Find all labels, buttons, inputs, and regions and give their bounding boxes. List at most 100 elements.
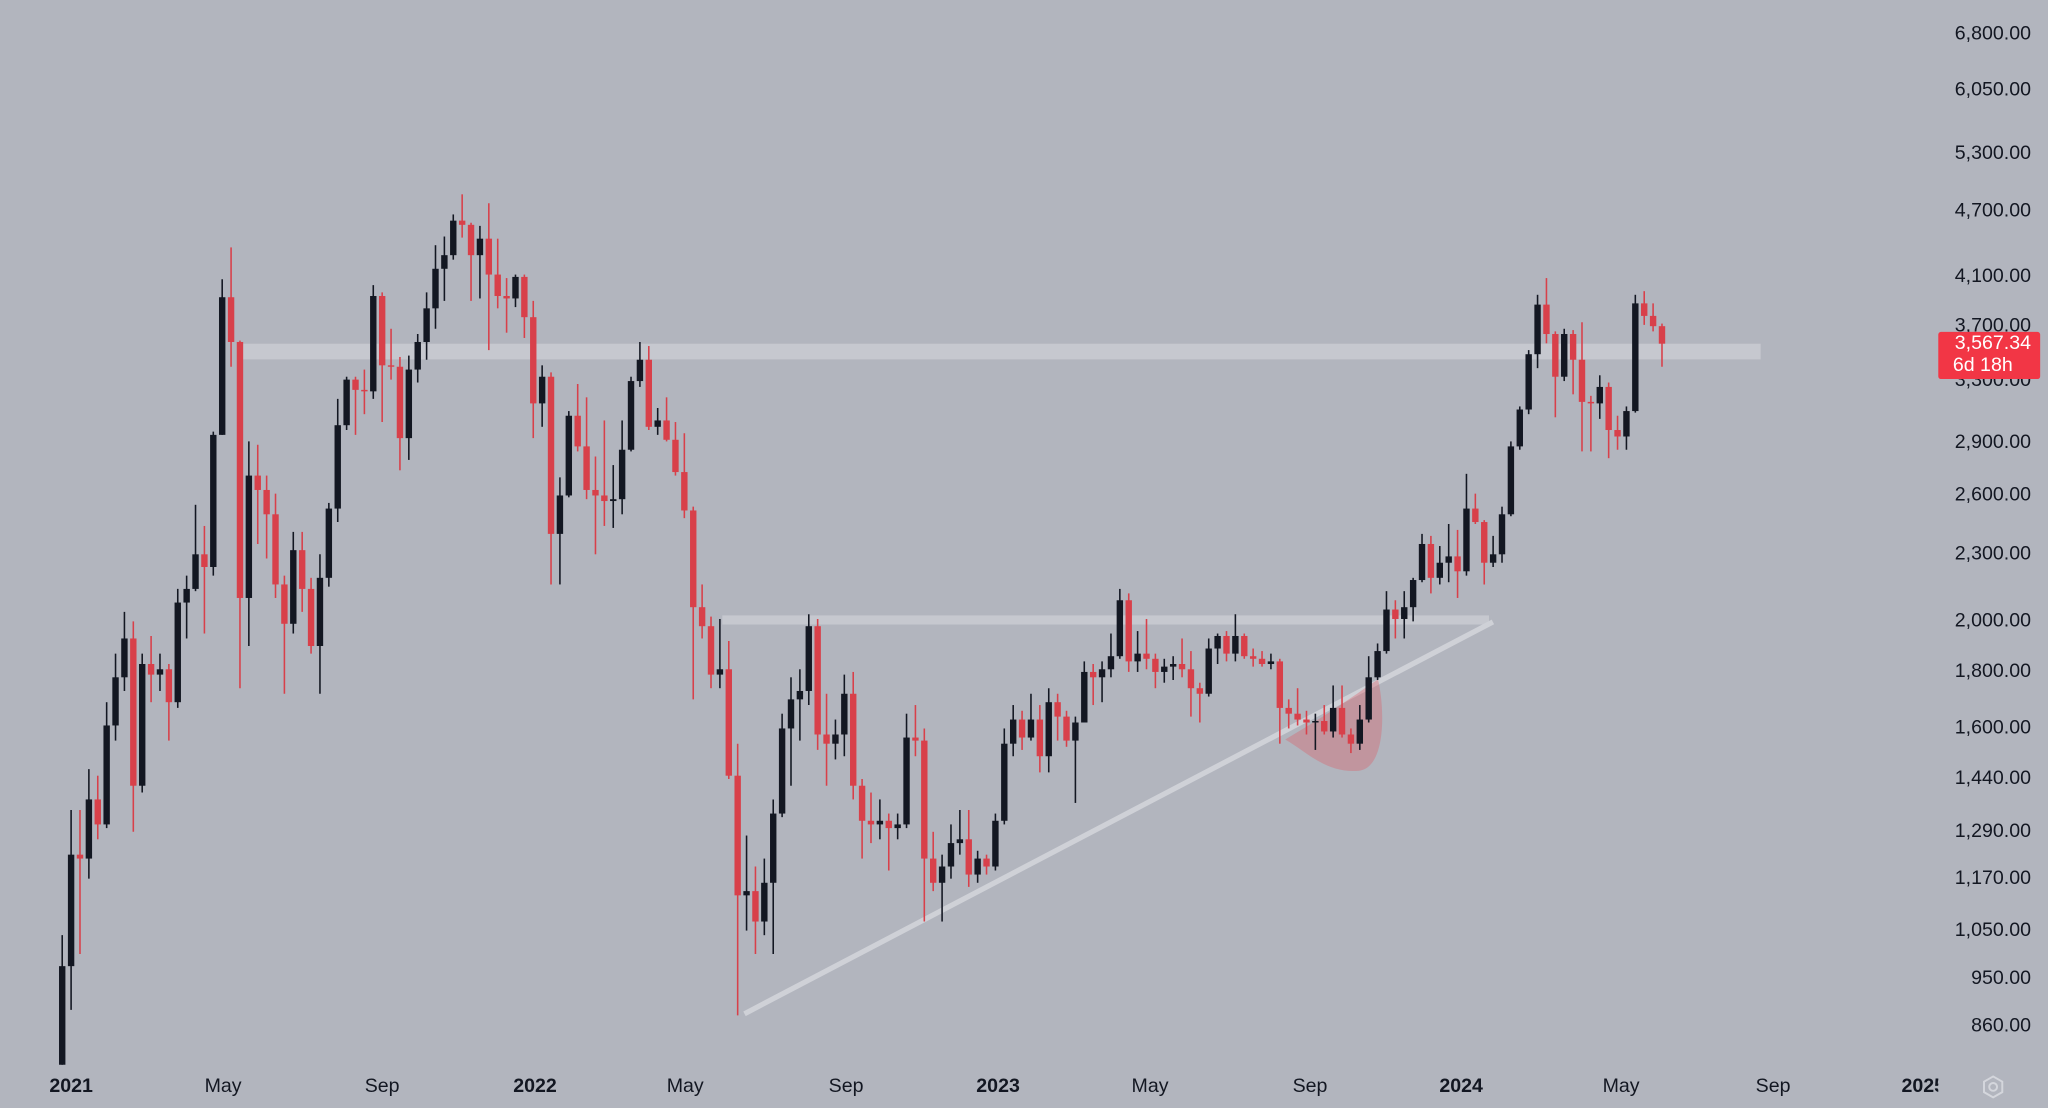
candle-body bbox=[947, 843, 955, 867]
resistance-zone bbox=[241, 343, 1761, 360]
candle-body bbox=[1214, 635, 1221, 649]
candle-body bbox=[1009, 719, 1017, 744]
candle-body bbox=[1125, 600, 1132, 662]
candle-body bbox=[1312, 721, 1319, 723]
candle-body bbox=[183, 588, 190, 603]
candle-body bbox=[627, 381, 635, 450]
candle-body bbox=[298, 550, 306, 589]
candle-body bbox=[814, 626, 821, 735]
candle-body bbox=[1489, 554, 1497, 563]
candle-body bbox=[387, 365, 395, 367]
candle-body bbox=[1036, 719, 1044, 757]
candle-body bbox=[1045, 702, 1052, 757]
candle-body bbox=[1285, 707, 1292, 714]
candle-body bbox=[663, 420, 670, 440]
candle-body bbox=[1072, 722, 1079, 741]
x-tick-label: Sep bbox=[1293, 1075, 1328, 1097]
candle-body bbox=[1623, 411, 1630, 437]
candle-body bbox=[1365, 677, 1372, 720]
candle-body bbox=[334, 425, 341, 509]
candle-body bbox=[396, 366, 404, 439]
candle-body bbox=[1258, 658, 1266, 665]
candle-body bbox=[1223, 635, 1230, 654]
candle-body bbox=[1481, 522, 1488, 563]
y-tick-label: 950.00 bbox=[1971, 967, 2031, 989]
candle-body bbox=[467, 224, 475, 256]
candle-body bbox=[521, 276, 528, 318]
candle-body bbox=[894, 824, 901, 829]
candle-body bbox=[707, 626, 715, 675]
candle-body bbox=[1089, 671, 1097, 678]
candle-body bbox=[912, 737, 919, 741]
candle-body bbox=[1054, 702, 1061, 717]
settings-hexagon bbox=[1983, 1075, 2004, 1099]
candle-body bbox=[858, 785, 866, 821]
candle-body bbox=[1498, 514, 1506, 555]
y-axis: 860.00 950.00 1,050.00 1,170.00 1,290.00 1,44… bbox=[1955, 22, 2031, 1036]
candle-body bbox=[1267, 661, 1275, 665]
y-tick-label: 1,600.00 bbox=[1955, 717, 2031, 739]
candle-body bbox=[743, 891, 750, 896]
x-tick-label: Sep bbox=[1756, 1075, 1791, 1097]
candle-body bbox=[556, 495, 564, 534]
candle-body bbox=[210, 434, 217, 567]
candle-body bbox=[1658, 326, 1666, 344]
candle-body bbox=[592, 489, 599, 496]
candle-body bbox=[1445, 556, 1452, 563]
candle-body bbox=[458, 220, 466, 225]
candle-body bbox=[1329, 707, 1337, 732]
candle-body bbox=[156, 669, 164, 675]
candle-body bbox=[1649, 315, 1657, 327]
candle-body bbox=[1241, 635, 1248, 657]
candle-body bbox=[94, 799, 101, 825]
candle-body bbox=[1143, 653, 1150, 659]
candle-body bbox=[921, 740, 928, 859]
candle-body bbox=[1454, 556, 1461, 572]
candle-body bbox=[983, 858, 990, 867]
candle-body bbox=[770, 813, 777, 883]
settings-icon[interactable] bbox=[1983, 1075, 2004, 1099]
y-tick-label: 3,700.00 bbox=[1955, 314, 2031, 336]
candle-body bbox=[734, 775, 741, 896]
x-tick-label: Sep bbox=[829, 1075, 864, 1097]
candle-body bbox=[405, 369, 413, 439]
candle-body bbox=[423, 308, 430, 342]
candle-body bbox=[672, 439, 679, 473]
candle-body bbox=[316, 577, 324, 646]
candle-body bbox=[1249, 656, 1257, 659]
candle-body bbox=[512, 276, 519, 299]
candle-body bbox=[1561, 334, 1568, 377]
candle-body bbox=[1178, 664, 1186, 670]
candle-body bbox=[974, 858, 981, 875]
candle-body bbox=[245, 475, 253, 598]
y-tick-label: 4,100.00 bbox=[1955, 265, 2031, 287]
candle-body bbox=[450, 220, 457, 256]
candle-body bbox=[1134, 653, 1141, 662]
x-axis: 2021 May Sep 2022 May Sep 2023 May Sep 2024 May Sep… bbox=[49, 1075, 1938, 1097]
candle-body bbox=[414, 341, 421, 370]
candle-body bbox=[1001, 743, 1008, 821]
candle-body bbox=[85, 799, 93, 859]
candle-body bbox=[59, 966, 66, 1065]
candle-body bbox=[1321, 721, 1328, 732]
candle-body bbox=[325, 508, 333, 578]
candle-body bbox=[1169, 664, 1177, 667]
price-tag-box bbox=[1938, 331, 2041, 379]
candle-body bbox=[147, 664, 155, 675]
candle-body bbox=[307, 588, 315, 646]
price-tag-value: 3,567.34 bbox=[1955, 332, 2031, 354]
candle-body bbox=[956, 839, 964, 844]
y-tick-label: 4,700.00 bbox=[1955, 200, 2031, 222]
candle-body bbox=[1436, 562, 1443, 578]
x-tick-label: Sep bbox=[365, 1075, 400, 1097]
candle-body bbox=[254, 475, 261, 490]
candle-body bbox=[441, 255, 448, 269]
candle-body bbox=[610, 499, 617, 502]
candle-body bbox=[1596, 386, 1603, 404]
candle-body bbox=[1303, 719, 1310, 723]
candle-body bbox=[165, 669, 173, 703]
candle-body bbox=[370, 296, 377, 392]
candles bbox=[59, 194, 1666, 1065]
